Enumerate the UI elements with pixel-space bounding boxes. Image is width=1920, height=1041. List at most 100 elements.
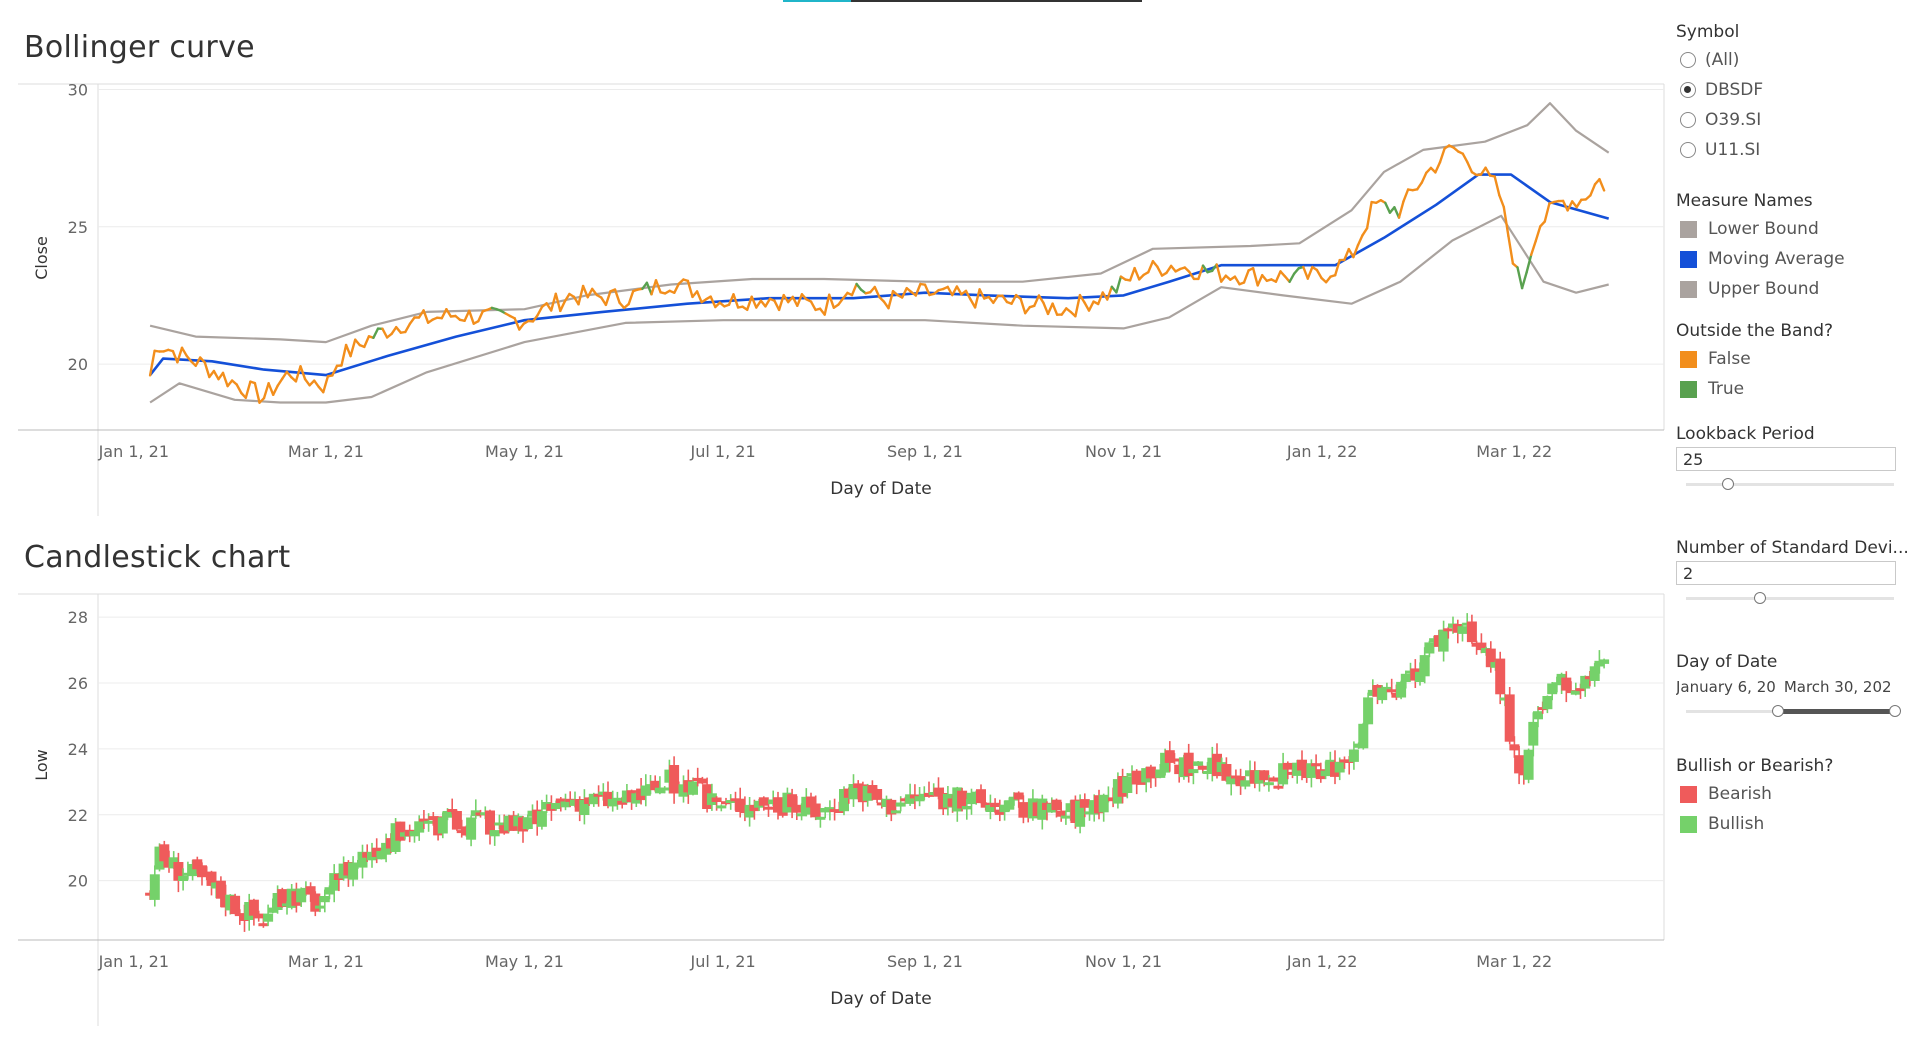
candle-bearish[interactable] <box>593 793 604 797</box>
radio-icon[interactable] <box>1680 52 1696 68</box>
candle-bullish[interactable] <box>1377 687 1388 701</box>
candle-bearish[interactable] <box>485 810 495 835</box>
candle-bearish[interactable] <box>395 821 406 841</box>
candle-bullish[interactable] <box>824 807 835 811</box>
candle-bearish[interactable] <box>418 818 429 822</box>
candle-bullish[interactable] <box>607 799 618 807</box>
close-line-segment[interactable] <box>923 283 931 297</box>
close-line-segment[interactable] <box>235 383 243 395</box>
candle-bearish[interactable] <box>791 804 802 813</box>
close-line-segment[interactable] <box>148 349 156 377</box>
close-line-segment[interactable] <box>244 380 252 399</box>
candle-bullish[interactable] <box>985 805 996 812</box>
close-line-segment[interactable] <box>973 288 981 309</box>
candle-bullish[interactable] <box>187 864 198 877</box>
candle-bearish[interactable] <box>1273 785 1284 789</box>
close-line-segment[interactable] <box>1384 201 1392 214</box>
candle-bullish[interactable] <box>560 801 571 808</box>
candle-bullish[interactable] <box>376 851 387 860</box>
candle-bullish[interactable] <box>744 804 755 818</box>
close-line-segment[interactable] <box>194 356 202 367</box>
candle-bearish[interactable] <box>1221 764 1232 781</box>
close-line-segment[interactable] <box>1461 152 1469 164</box>
candle-bearish[interactable] <box>1169 758 1180 762</box>
candle-bullish[interactable] <box>178 875 189 881</box>
candle-bullish[interactable] <box>1580 675 1591 689</box>
candle-bearish[interactable] <box>1145 766 1156 779</box>
close-line-segment[interactable] <box>1133 266 1141 281</box>
candle-bearish[interactable] <box>1386 689 1397 693</box>
candle-bullish[interactable] <box>1188 769 1199 774</box>
candle-bullish[interactable] <box>1400 673 1411 682</box>
close-line-segment[interactable] <box>294 365 302 383</box>
close-line-segment[interactable] <box>1484 166 1492 177</box>
close-line-segment[interactable] <box>531 314 539 323</box>
candle-bearish[interactable] <box>650 780 661 791</box>
close-line-segment[interactable] <box>253 381 261 404</box>
candle-bullish[interactable] <box>263 913 274 922</box>
radio-selected-icon[interactable] <box>1680 82 1696 98</box>
candle-bearish[interactable] <box>1013 792 1024 800</box>
candle-bullish[interactable] <box>348 862 359 880</box>
candle-bullish[interactable] <box>522 817 533 829</box>
candle-bullish[interactable] <box>914 796 925 802</box>
candle-bullish[interactable] <box>1523 749 1534 780</box>
close-line-segment[interactable] <box>613 288 621 305</box>
close-line-segment[interactable] <box>340 343 348 367</box>
candle-bullish[interactable] <box>815 816 826 820</box>
close-line-segment[interactable] <box>1402 188 1410 203</box>
candle-bearish[interactable] <box>310 893 321 912</box>
slider-knob[interactable] <box>1754 592 1766 604</box>
candle-bearish[interactable] <box>990 802 1001 807</box>
close-line-segment[interactable] <box>809 300 817 312</box>
legend-item-upper-bound[interactable]: Upper Bound <box>1676 274 1916 304</box>
date-range-start[interactable]: January 6, 20 <box>1676 678 1776 696</box>
candle-bullish[interactable] <box>895 802 906 807</box>
candle-bullish[interactable] <box>1438 629 1449 652</box>
close-line-segment[interactable] <box>1529 239 1537 257</box>
date-range-end[interactable]: March 30, 202 <box>1783 678 1892 696</box>
candle-bearish[interactable] <box>1259 770 1270 781</box>
close-line-segment[interactable] <box>764 297 772 308</box>
candle-bearish[interactable] <box>1079 799 1090 808</box>
close-line-segment[interactable] <box>445 307 453 318</box>
close-line-segment[interactable] <box>1420 171 1428 184</box>
candle-bullish[interactable] <box>466 817 477 840</box>
candle-bearish[interactable] <box>1504 694 1515 742</box>
close-line-segment[interactable] <box>422 309 430 324</box>
candle-bullish[interactable] <box>442 811 453 818</box>
close-line-segment[interactable] <box>563 292 571 303</box>
close-line-segment[interactable] <box>1498 193 1506 209</box>
candle-bullish[interactable] <box>848 784 859 800</box>
close-line-segment[interactable] <box>1147 259 1155 274</box>
close-line-segment[interactable] <box>1365 200 1373 230</box>
candle-bullish[interactable] <box>820 808 831 813</box>
candle-bullish[interactable] <box>1358 723 1369 749</box>
close-line-segment[interactable] <box>1023 305 1032 315</box>
candle-bullish[interactable] <box>966 792 977 805</box>
candle-bullish[interactable] <box>414 821 425 833</box>
close-line-segment[interactable] <box>654 279 662 294</box>
close-line-segment[interactable] <box>221 371 229 388</box>
close-line-segment[interactable] <box>477 310 484 323</box>
close-line-segment[interactable] <box>782 293 790 304</box>
close-line-segment[interactable] <box>463 309 471 323</box>
close-line-segment[interactable] <box>554 292 562 313</box>
close-line-segment[interactable] <box>468 309 475 325</box>
close-line-segment[interactable] <box>1566 200 1574 212</box>
candle-bearish[interactable] <box>758 797 769 806</box>
candle-bullish[interactable] <box>494 822 505 826</box>
candle-bullish[interactable] <box>1533 711 1543 720</box>
candle-bullish[interactable] <box>1155 769 1166 778</box>
candle-bullish[interactable] <box>315 905 325 909</box>
candle-bearish[interactable] <box>886 799 897 815</box>
close-line-segment[interactable] <box>951 285 959 297</box>
candle-bearish[interactable] <box>994 809 1005 815</box>
candle-bullish[interactable] <box>1348 749 1359 762</box>
close-line-segment[interactable] <box>955 285 963 296</box>
candle-bearish[interactable] <box>277 889 288 907</box>
candle-bullish[interactable] <box>905 794 916 804</box>
candle-bearish[interactable] <box>1514 755 1525 774</box>
close-line-segment[interactable] <box>1260 273 1269 283</box>
close-line-segment[interactable] <box>645 281 653 296</box>
